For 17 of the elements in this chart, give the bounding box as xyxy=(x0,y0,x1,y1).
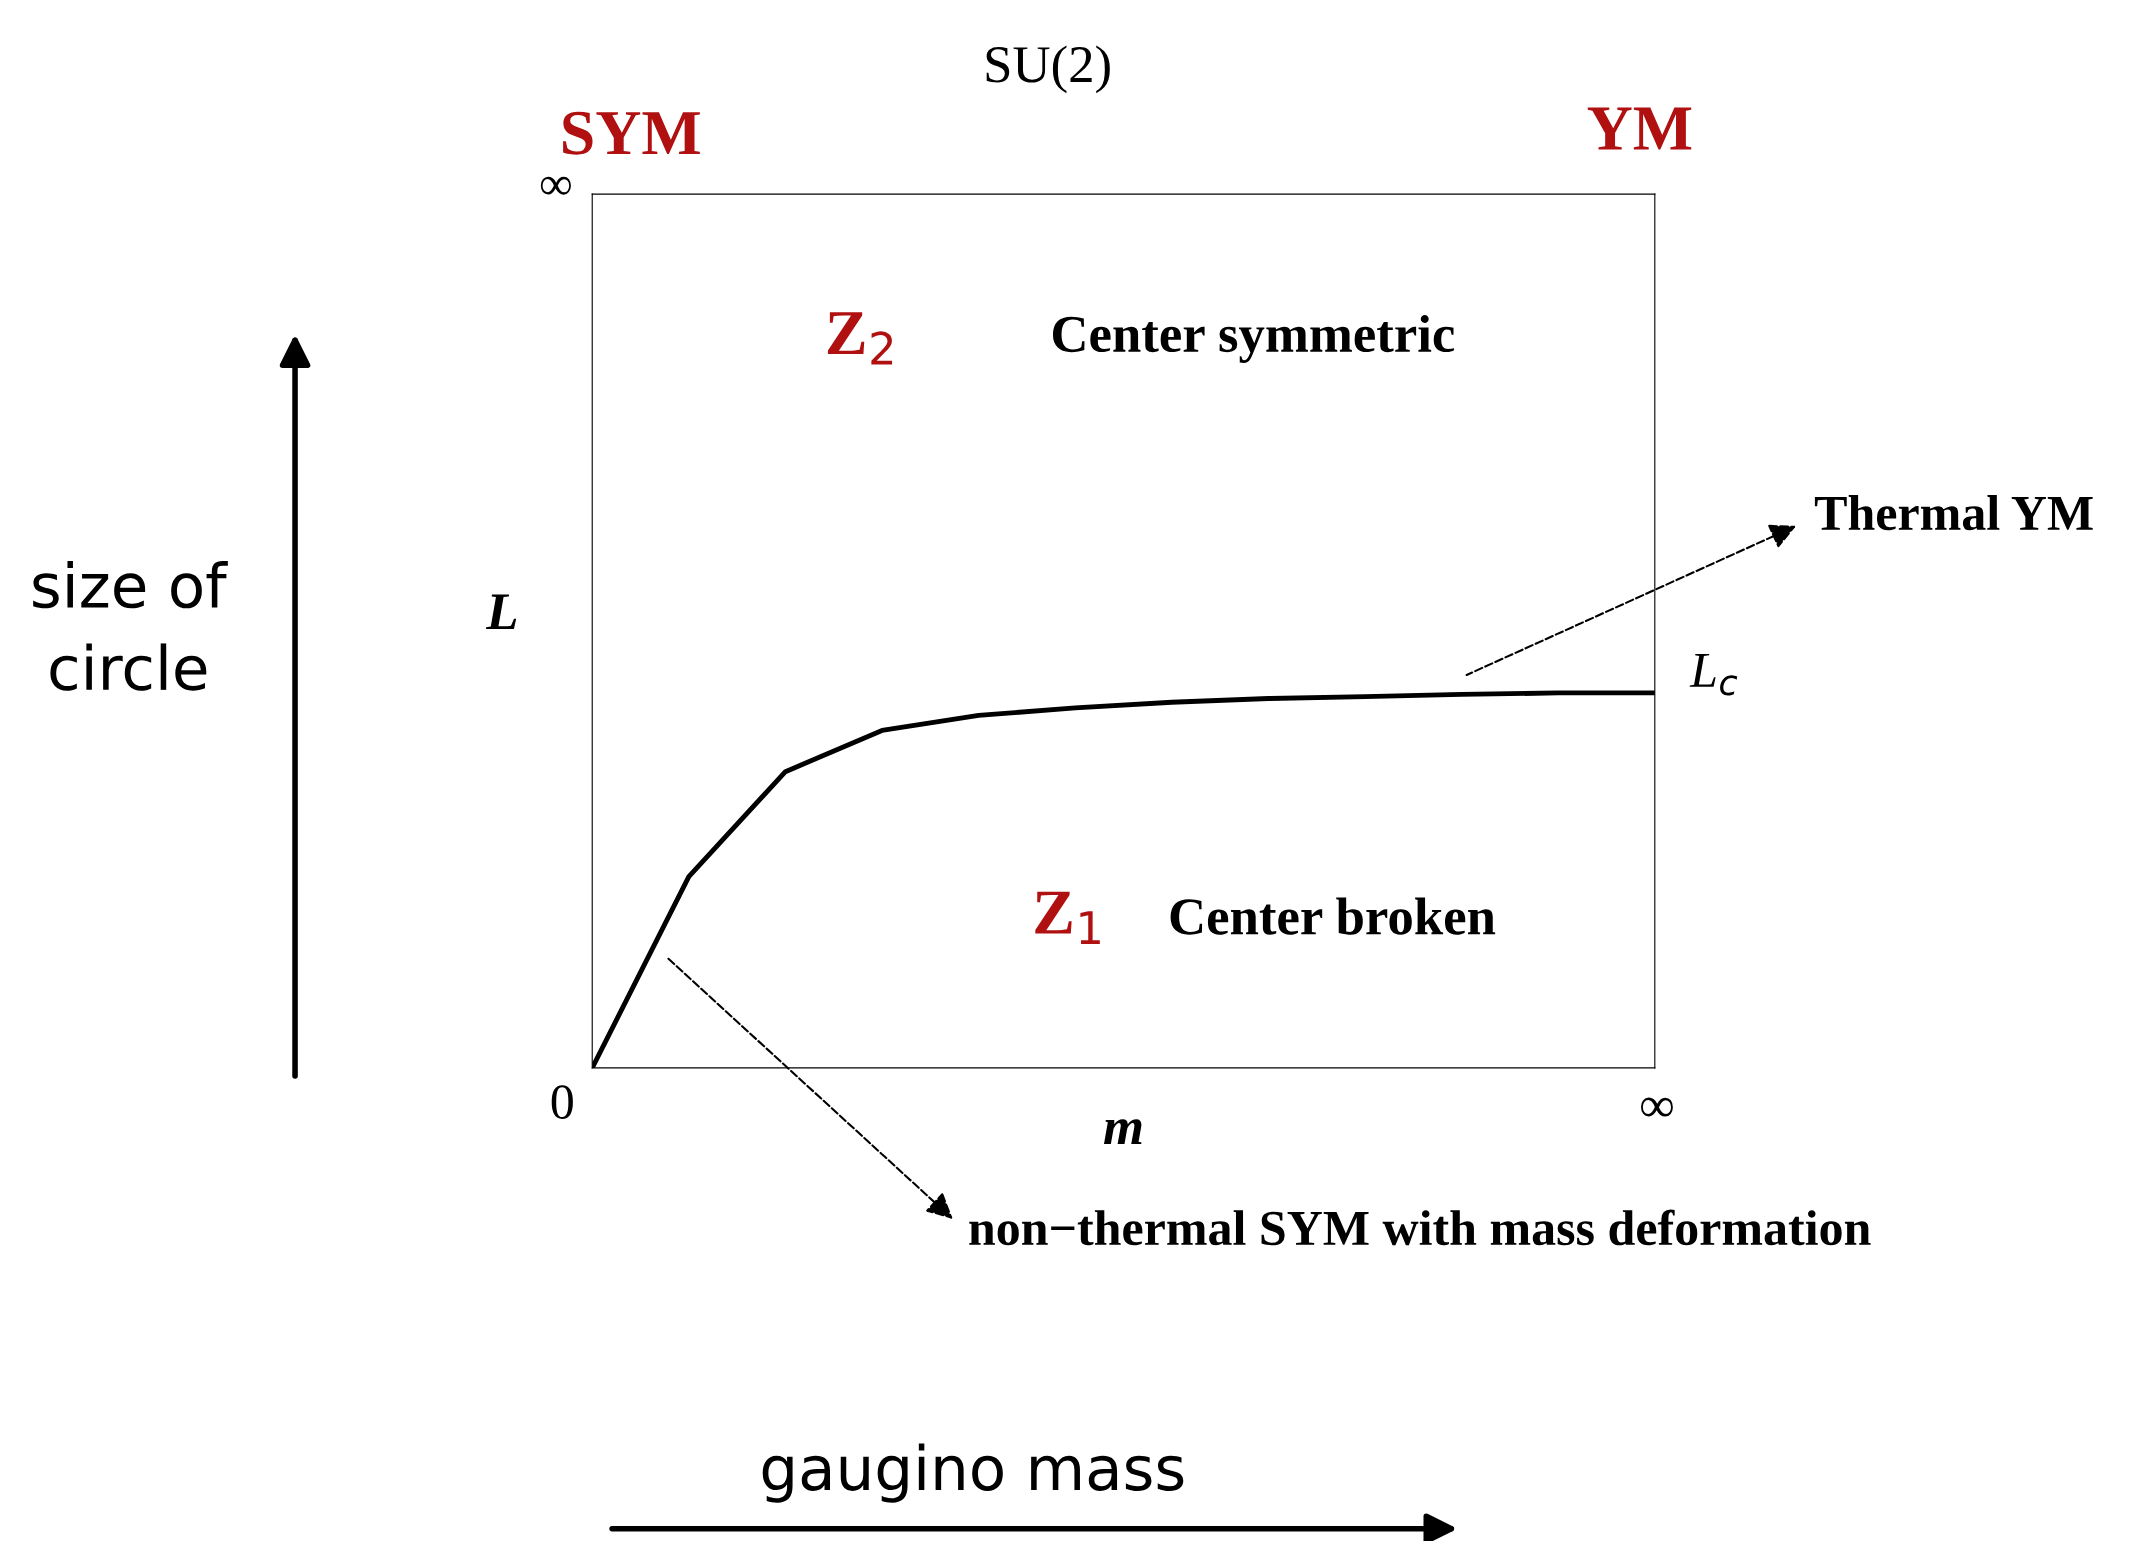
text: ∞ xyxy=(1641,1097,1673,1117)
text: ∞ xyxy=(540,176,571,195)
text: Z$_{2}$ xyxy=(827,312,893,365)
x-axis-title: m xyxy=(1104,1119,1142,1145)
text: 0 xyxy=(551,1085,573,1119)
text: SYM xyxy=(563,111,700,155)
text: size of circle xyxy=(33,561,228,691)
y-axis-title: L xyxy=(485,594,517,630)
text: Center symmetric xyxy=(1052,315,1455,364)
text: gaugino mass xyxy=(762,1443,1184,1503)
text: YM xyxy=(1587,107,1692,150)
text: non−thermal SYM with mass deformation xyxy=(969,1209,1871,1246)
chart-title: SU(2) xyxy=(986,45,1110,94)
text: Thermal YM xyxy=(1814,495,2093,531)
annotation: Z$_{1}$ xyxy=(1035,891,1100,944)
text: L$_{c}$ xyxy=(1689,653,1738,696)
annotation: Center broken xyxy=(1170,897,1496,935)
